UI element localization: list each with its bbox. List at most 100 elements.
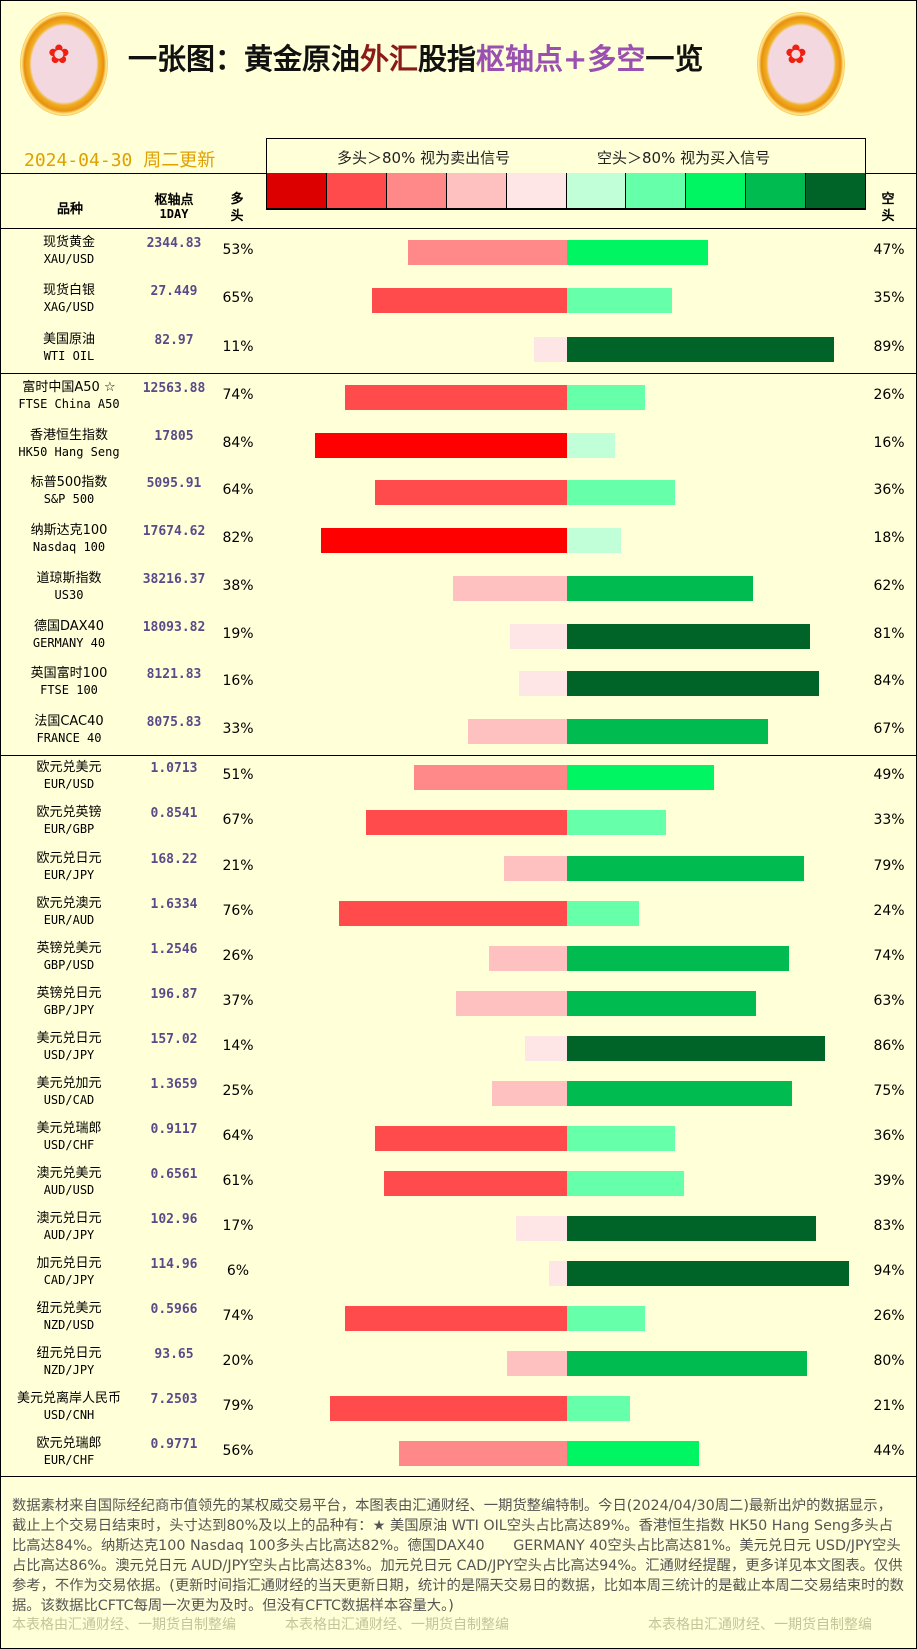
instrument-code: FTSE China A50	[18, 396, 120, 411]
instrument-code: EUR/JPY	[43, 867, 95, 882]
long-percent: 74%	[222, 386, 254, 403]
instrument-code: EUR/USD	[43, 777, 95, 792]
instrument-code: USD/CNH	[43, 1408, 95, 1423]
instrument-code: EUR/CHF	[43, 1453, 95, 1468]
flower-icon: ✿	[48, 40, 70, 70]
table-row: 标普500指数 S&P 500 5095.91 64% 36%	[0, 468, 917, 516]
long-percent: 21%	[222, 857, 254, 874]
table-row: 欧元兑澳元 EUR/AUD 1.6334 76% 24%	[0, 890, 917, 935]
long-bar	[399, 1441, 567, 1467]
instrument-name: 欧元兑美元 EUR/USD	[0, 759, 138, 793]
long-percent: 6%	[226, 1263, 250, 1280]
instrument-cn: 欧元兑瑞郎	[36, 1436, 102, 1452]
instrument-name: 欧元兑日元 EUR/JPY	[0, 850, 138, 884]
short-bar	[567, 810, 666, 836]
pivot-value: 0.5966	[150, 1302, 198, 1318]
table-row: 英镑兑美元 GBP/USD 1.2546 26% 74%	[0, 935, 917, 980]
update-date: 2024-04-30 周二更新	[24, 150, 216, 171]
divider	[0, 755, 917, 756]
long-percent: 37%	[222, 992, 254, 1009]
short-percent: 36%	[873, 482, 905, 499]
short-percent: 89%	[873, 338, 905, 355]
short-percent: 26%	[873, 386, 905, 403]
table-row: 纳斯达克100 Nasdaq 100 17674.62 82% 18%	[0, 516, 917, 564]
pivot-value: 0.6561	[150, 1166, 198, 1182]
long-bar	[534, 336, 567, 362]
table-row: 美元兑瑞郎 USD/CHF 0.9117 64% 36%	[0, 1115, 917, 1160]
instrument-name: 美元兑日元 USD/JPY	[0, 1030, 138, 1064]
title-part: 一览	[645, 42, 704, 76]
instrument-cn: 澳元兑日元	[36, 1211, 102, 1227]
instrument-cn: 美元兑瑞郎	[36, 1120, 102, 1136]
table-row: 加元兑日元 CAD/JPY 114.96 6% 94%	[0, 1251, 917, 1296]
short-bar	[567, 671, 819, 697]
long-bar	[345, 384, 567, 410]
short-percent: 80%	[873, 1353, 905, 1370]
short-percent: 18%	[873, 530, 905, 547]
long-bar	[366, 810, 567, 836]
pivot-value: 17805	[154, 428, 194, 444]
table-row: 现货黄金 XAU/USD 2344.83 53% 47%	[0, 228, 917, 276]
instrument-name: 英镑兑美元 GBP/USD	[0, 940, 138, 974]
table-row: 欧元兑美元 EUR/USD 1.0713 51% 49%	[0, 755, 917, 800]
credit: 本表格由汇通财经、一期货自制整编	[285, 1617, 509, 1633]
col-long-header: 多头	[230, 192, 244, 224]
short-percent: 47%	[873, 242, 905, 259]
long-percent: 38%	[222, 577, 254, 594]
long-percent: 17%	[222, 1218, 254, 1235]
pivot-value: 1.0713	[150, 761, 198, 777]
table-row: 欧元兑英镑 EUR/GBP 0.8541 67% 33%	[0, 800, 917, 845]
pivot-value: 82.97	[154, 332, 194, 348]
legend-long: 多头＞80% 视为卖出信号	[337, 149, 511, 167]
pivot-value: 0.9117	[150, 1121, 198, 1137]
long-percent: 65%	[222, 290, 254, 307]
long-bar	[510, 623, 567, 649]
color-swatch	[266, 173, 327, 208]
long-bar	[384, 1170, 567, 1196]
color-swatch	[806, 173, 867, 208]
table-row: 美元兑加元 USD/CAD 1.3659 25% 75%	[0, 1070, 917, 1115]
instrument-code: GBP/JPY	[43, 1002, 95, 1017]
short-percent: 86%	[873, 1037, 905, 1054]
long-bar	[345, 1306, 567, 1332]
instrument-code: EUR/AUD	[43, 912, 95, 927]
instrument-name: 香港恒生指数 HK50 Hang Seng	[0, 427, 138, 461]
table-row: 美国原油 WTI OIL 82.97 11% 89%	[0, 325, 917, 373]
instrument-name: 欧元兑英镑 EUR/GBP	[0, 804, 138, 838]
long-bar	[525, 1035, 567, 1061]
short-percent: 63%	[873, 992, 905, 1009]
color-swatch	[446, 173, 507, 208]
pivot-value: 0.8541	[150, 806, 198, 822]
instrument-code: NZD/JPY	[43, 1363, 95, 1378]
short-bar	[567, 240, 708, 266]
table-row: 德国DAX40 GERMANY 40 18093.82 19% 81%	[0, 612, 917, 660]
page-title: 一张图：黄金原油外汇股指枢轴点+多空一览	[128, 36, 738, 78]
instrument-code: S&P 500	[43, 492, 95, 507]
pivot-value: 5095.91	[146, 476, 202, 492]
short-bar	[567, 1216, 816, 1242]
instrument-cn: 澳元兑美元	[36, 1165, 102, 1181]
col-name-header: 品种	[56, 202, 83, 217]
short-percent: 83%	[873, 1218, 905, 1235]
pivot-value: 17674.62	[142, 524, 206, 540]
short-bar	[567, 765, 714, 791]
instrument-code: XAG/USD	[43, 300, 95, 315]
long-percent: 64%	[222, 1127, 254, 1144]
long-bar	[315, 432, 567, 458]
credit: 本表格由汇通财经、一期货自制整编	[12, 1617, 236, 1633]
short-bar	[567, 1306, 645, 1332]
logo-right: ✿	[757, 12, 845, 116]
short-bar	[567, 719, 768, 745]
table-row: 现货白银 XAG/USD 27.449 65% 35%	[0, 276, 917, 324]
footer-note: 数据素材来自国际经纪商市值领先的某权威交易平台，本图表由汇通财经、一期货整编特制…	[12, 1498, 904, 1614]
table-row: 道琼斯指数 US30 38216.37 38% 62%	[0, 564, 917, 612]
color-scale	[266, 173, 867, 210]
long-percent: 19%	[222, 625, 254, 642]
long-percent: 76%	[222, 902, 254, 919]
instrument-code: HK50 Hang Seng	[18, 444, 120, 459]
table-row: 纽元兑美元 NZD/USD 0.5966 74% 26%	[0, 1296, 917, 1341]
col-short-header: 空头	[881, 192, 895, 224]
long-percent: 14%	[222, 1037, 254, 1054]
table-row: 英国富时100 FTSE 100 8121.83 16% 84%	[0, 659, 917, 707]
instrument-cn: 现货黄金	[42, 235, 95, 251]
